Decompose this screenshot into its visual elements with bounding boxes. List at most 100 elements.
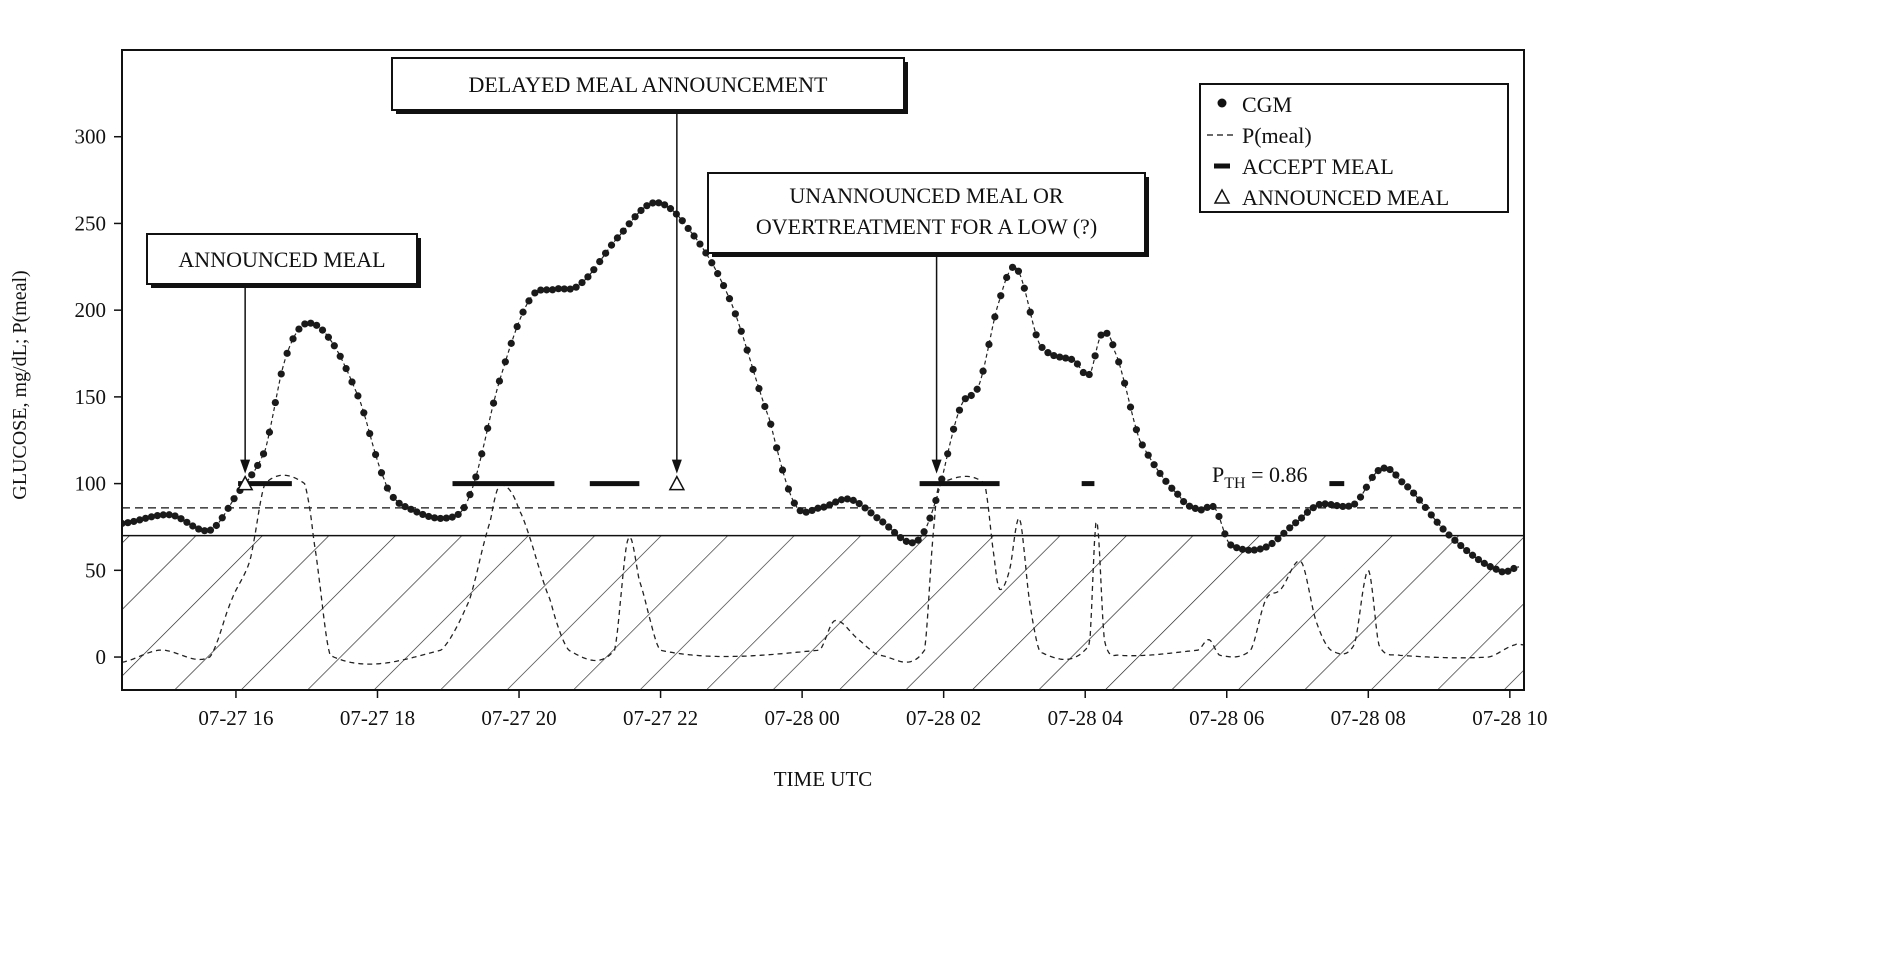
cgm-point [1097, 331, 1105, 339]
cgm-point [1421, 503, 1429, 512]
cgm-point [313, 321, 321, 329]
cgm-point [401, 503, 409, 511]
cgm-point [619, 227, 627, 235]
cgm-point [430, 514, 439, 522]
legend-box [1199, 83, 1509, 213]
cgm-point [153, 512, 161, 520]
cgm-point [725, 295, 734, 303]
cgm-point [489, 399, 498, 407]
annotation-box [146, 233, 418, 285]
cgm-point [413, 508, 421, 516]
cgm-point [548, 286, 557, 294]
cgm-point [1380, 464, 1388, 472]
cgm-point [908, 539, 916, 547]
cgm-point [1433, 518, 1441, 526]
cgm-point [466, 491, 474, 499]
cgm-point [1191, 504, 1199, 513]
cgm-point [1327, 500, 1335, 509]
y-tick-label: 0 [96, 645, 107, 669]
cgm-point [1203, 503, 1211, 512]
cgm-point [808, 506, 816, 515]
annotation-1: ANNOUNCED MEAL [146, 233, 421, 474]
cgm-point [295, 325, 303, 333]
cgm-point [1115, 358, 1123, 366]
cgm-point [1162, 477, 1170, 485]
cgm-point [613, 234, 622, 242]
cgm-point [218, 514, 226, 522]
cgm-point [832, 498, 840, 506]
cgm-point [655, 199, 663, 207]
annotation-text: DELAYED MEAL ANNOUNCEMENT [469, 72, 828, 97]
cgm-point [1286, 524, 1294, 532]
cgm-point [1233, 544, 1241, 552]
y-axis-label: GLUCOSE, mg/dL; P(meal) [9, 270, 31, 499]
cgm-point [200, 527, 209, 535]
y-tick-label: 50 [85, 558, 106, 582]
cgm-point [1238, 545, 1247, 553]
cgm-point [1221, 530, 1229, 538]
cgm-point [1138, 441, 1146, 449]
cgm-point [265, 428, 274, 436]
cgm-point [719, 281, 728, 290]
cgm-point [436, 514, 445, 523]
y-tick-label: 100 [75, 472, 107, 496]
x-tick-label: 07-27 20 [481, 706, 556, 730]
cgm-point [1185, 502, 1194, 510]
announced-meal-marker [236, 475, 254, 491]
cgm-point [849, 496, 857, 504]
legend-dot-icon [1217, 98, 1227, 108]
cgm-point [425, 512, 433, 521]
cgm-point [324, 333, 333, 341]
cgm-point [283, 349, 291, 357]
cgm-point [1439, 525, 1447, 533]
cgm-point [525, 297, 533, 305]
cgm-point [342, 364, 350, 373]
p-threshold-label: PTH = 0.86 [1212, 462, 1308, 492]
cgm-point [531, 289, 539, 297]
hatched-region [122, 535, 1524, 690]
cgm-point [879, 518, 887, 526]
cgm-point [896, 534, 905, 542]
cgm-point [147, 513, 156, 521]
legend-label: CGM [1242, 92, 1292, 117]
cgm-point [212, 521, 220, 530]
cgm-point [407, 505, 415, 513]
cgm-point [1262, 543, 1270, 551]
cgm-point [767, 420, 775, 428]
cgm-point [1362, 483, 1371, 491]
x-tick-label: 07-28 04 [1048, 706, 1124, 730]
cgm-point [1368, 473, 1376, 482]
annotation-3: UNANNOUNCED MEAL OR OVERTREATMENT FOR A L… [707, 172, 1149, 474]
cgm-point [1014, 267, 1023, 275]
cgm-point [631, 213, 639, 221]
cgm-point [560, 285, 568, 293]
cgm-point [159, 511, 167, 519]
cgm-point [1386, 465, 1394, 474]
cgm-point [967, 391, 975, 400]
cgm-point [737, 327, 745, 335]
cgm-point [472, 473, 480, 481]
cgm-point [1156, 469, 1164, 478]
cgm-point [277, 370, 285, 378]
cgm-point [1050, 351, 1058, 360]
cgm-point [1292, 519, 1300, 527]
cgm-point [318, 326, 327, 334]
cgm-point [1480, 559, 1488, 567]
cgm-point [189, 522, 197, 530]
cgm-point [890, 528, 899, 537]
cgm-point [955, 406, 964, 414]
annotation-text: OVERTREATMENT FOR A LOW (?) [756, 214, 1097, 239]
cgm-point [395, 499, 403, 507]
cgm-point [578, 278, 586, 287]
cgm-point [1244, 546, 1253, 554]
cgm-point [802, 508, 810, 516]
cgm-point [684, 224, 692, 233]
cgm-point [165, 511, 173, 519]
cgm-point [826, 501, 834, 509]
cgm-point [1103, 329, 1111, 337]
cgm-point [1227, 541, 1235, 549]
cgm-point [254, 461, 262, 470]
cgm-point [124, 519, 132, 527]
cgm-point [495, 377, 504, 385]
plot-frame [121, 49, 1525, 691]
